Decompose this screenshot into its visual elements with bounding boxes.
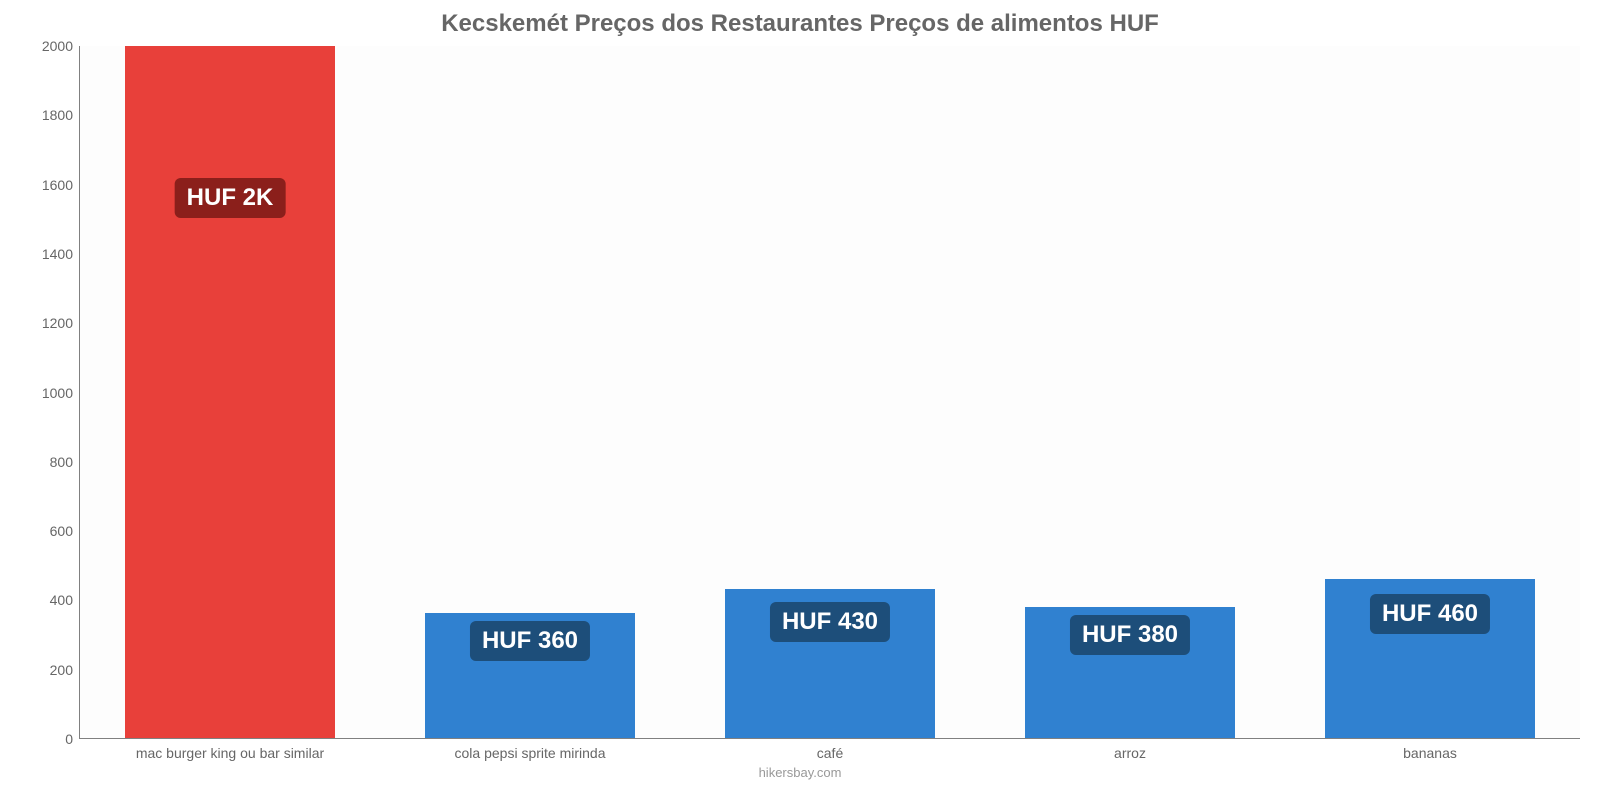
plot-area: HUF 2K HUF 360 HUF 430 HUF 380 HUF 460 xyxy=(80,46,1580,739)
bars-layer: HUF 2K HUF 360 HUF 430 HUF 380 HUF 460 xyxy=(80,46,1580,738)
y-tick: 200 xyxy=(50,662,73,678)
bar-slot: HUF 430 xyxy=(680,46,980,738)
x-tick: arroz xyxy=(980,745,1280,761)
bar-value-label: HUF 430 xyxy=(770,602,890,642)
y-tick: 1000 xyxy=(42,385,73,401)
y-tick: 1800 xyxy=(42,107,73,123)
y-tick: 1200 xyxy=(42,315,73,331)
y-tick: 400 xyxy=(50,592,73,608)
chart-footer: hikersbay.com xyxy=(20,765,1580,780)
y-tick: 1400 xyxy=(42,246,73,262)
y-axis: 0200400600800100012001400160018002000 xyxy=(20,46,80,739)
chart-container: Kecskemét Preços dos Restaurantes Preços… xyxy=(0,0,1600,800)
x-tick: café xyxy=(680,745,980,761)
x-tick: mac burger king ou bar similar xyxy=(80,745,380,761)
x-tick: bananas xyxy=(1280,745,1580,761)
bar-value-label: HUF 2K xyxy=(175,178,286,218)
y-tick: 600 xyxy=(50,523,73,539)
y-tick: 800 xyxy=(50,454,73,470)
y-tick: 1600 xyxy=(42,177,73,193)
chart-title: Kecskemét Preços dos Restaurantes Preços… xyxy=(20,10,1580,38)
plot-row: 0200400600800100012001400160018002000 HU… xyxy=(20,46,1580,739)
bar-slot: HUF 2K xyxy=(80,46,380,738)
bar-slot: HUF 360 xyxy=(380,46,680,738)
y-tick: 0 xyxy=(65,731,73,747)
y-tick: 2000 xyxy=(42,38,73,54)
bar-slot: HUF 380 xyxy=(980,46,1280,738)
x-axis: mac burger king ou bar similarcola pepsi… xyxy=(80,745,1580,761)
bar-slot: HUF 460 xyxy=(1280,46,1580,738)
bar xyxy=(125,46,335,738)
bar-value-label: HUF 460 xyxy=(1370,594,1490,634)
bar-value-label: HUF 360 xyxy=(470,621,590,661)
x-tick: cola pepsi sprite mirinda xyxy=(380,745,680,761)
bar-value-label: HUF 380 xyxy=(1070,615,1190,655)
